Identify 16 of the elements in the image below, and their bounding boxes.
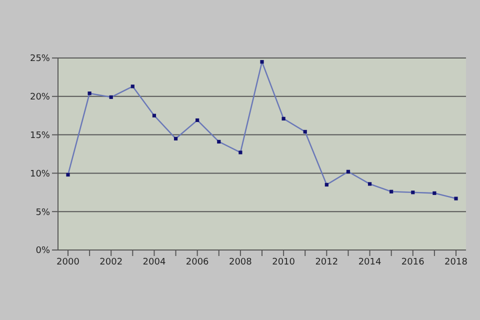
y-tick-label: 20% — [30, 92, 50, 103]
y-tick-label: 5% — [36, 208, 50, 218]
x-tick-label: 2014 — [358, 257, 382, 268]
y-tick-label: 10% — [30, 169, 50, 180]
x-tick-label: 2018 — [444, 257, 468, 268]
x-tick-label: 2012 — [315, 257, 338, 268]
x-tick-label: 2000 — [56, 257, 80, 268]
y-tick-label: 15% — [30, 130, 50, 141]
x-tick-label: 2006 — [186, 257, 210, 268]
x-tick-label: 2016 — [401, 257, 425, 268]
y-tick-label: 0% — [36, 246, 50, 256]
x-tick-label: 2008 — [228, 257, 252, 268]
y-tick-label: 25% — [30, 54, 50, 64]
x-tick-label: 2002 — [100, 257, 123, 268]
x-tick-label: 2010 — [272, 257, 296, 268]
x-tick-label: 2004 — [142, 257, 166, 268]
